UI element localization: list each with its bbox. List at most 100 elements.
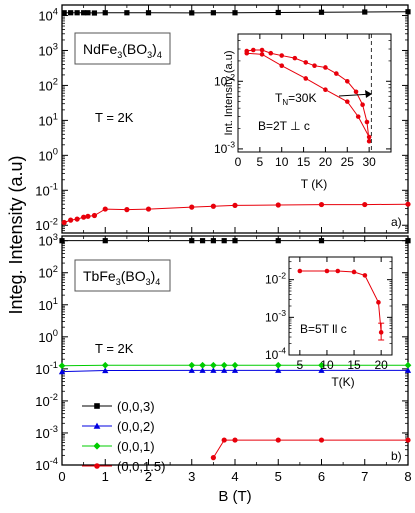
legend-marker: [93, 442, 101, 450]
data-point: [189, 238, 195, 244]
data-point: [199, 238, 206, 244]
x-tick-label: 6: [318, 469, 325, 484]
panel-b-inset: 10-4 10-3 10-2 5 10 15 20 B=5T ll c T(K): [265, 256, 393, 389]
inset-data-point: [251, 47, 256, 53]
data-point: [85, 213, 91, 219]
series-line: [212, 439, 408, 458]
inset-data-point: [323, 65, 328, 70]
data-point: [318, 9, 325, 15]
data-point: [275, 238, 281, 244]
data-point: [405, 201, 411, 207]
panel-b-compound-label: TbFe3(BO3)4: [83, 268, 160, 287]
data-point: [58, 368, 66, 375]
y-tick-label: 103: [38, 232, 58, 249]
panel-b: 10-4 10-3 10-2 10-1 100 101 102 103 0 1 2 3 4 5 6 7 8 b…: [35, 232, 411, 484]
inset-x-tick-label: 15: [347, 358, 361, 372]
inset-a-series: [244, 47, 372, 144]
data-point: [318, 201, 325, 208]
inset-data-point: [268, 50, 274, 56]
inset-a-tn-label: TN=30K: [275, 91, 316, 107]
panel-b-y-ticks: 10-4 10-3 10-2 10-1 100 101 102 103: [35, 232, 408, 473]
y-tick-label: 10-2: [35, 216, 58, 233]
data-point: [275, 437, 281, 443]
data-point: [405, 437, 411, 443]
data-point: [210, 367, 217, 373]
inset-x-tick-label: 10: [320, 358, 334, 372]
data-point: [318, 437, 325, 443]
data-point: [232, 238, 238, 244]
data-point: [232, 10, 238, 16]
inset-data-point: [353, 89, 359, 95]
data-point: [210, 10, 216, 16]
x-tick-label: 1: [102, 469, 109, 484]
inset-b-xlabel: T(K): [331, 375, 354, 389]
data-point: [209, 361, 217, 369]
data-point: [124, 10, 130, 16]
data-point: [124, 207, 130, 213]
panel-a-inset: 10-3 10-2 0 5 10 15 20 25 30 TN=30K B=2T ⊥ c Int…: [214, 33, 392, 191]
inset-data-point: [366, 134, 372, 140]
data-point: [188, 367, 195, 373]
inset-a-ylabel: Int. Intensity (a.u): [223, 51, 235, 136]
panel-a-series: [61, 9, 411, 226]
x-tick-label: 2: [145, 469, 152, 484]
y-tick-label: 101: [38, 112, 58, 129]
legend-entry: (0,0,2): [117, 419, 155, 434]
legend-marker: [94, 403, 100, 409]
inset-data-point: [279, 53, 285, 58]
data-point: [210, 238, 216, 244]
legend-marker: [94, 463, 100, 469]
panel-b-series: [58, 238, 412, 461]
panel-a-temperature: T = 2K: [95, 110, 134, 125]
data-point: [275, 9, 281, 16]
series-line: [64, 11, 409, 14]
x-tick-label: 4: [231, 469, 238, 484]
inset-y-tick-label: 10-3: [265, 308, 286, 324]
data-point: [91, 10, 98, 16]
y-tick-label: 10-2: [35, 392, 58, 409]
data-point: [74, 216, 80, 222]
inset-data-point: [351, 269, 357, 275]
y-tick-label: 101: [38, 296, 58, 313]
inset-x-tick-label: 30: [362, 155, 376, 169]
series-line: [61, 369, 408, 373]
inset-b-field: B=5T ll c: [300, 322, 347, 336]
x-tick-label: 7: [361, 469, 368, 484]
inset-data-point: [297, 268, 303, 274]
inset-y-tick-label: 10-2: [265, 270, 286, 286]
panel-b-temperature: T = 2K: [95, 341, 134, 356]
panel-b-label: b): [391, 449, 402, 463]
inset-x-tick-label: 10: [275, 155, 289, 169]
inset-data-point: [303, 76, 309, 81]
y-tick-label: 100: [38, 328, 58, 345]
inset-a-ticks: 10-3 10-2 0 5 10 15 20 25 30: [214, 33, 391, 169]
inset-series-line: [246, 52, 370, 138]
inset-data-point: [344, 99, 350, 104]
data-point: [189, 204, 195, 210]
data-point: [85, 10, 91, 16]
data-point: [210, 455, 216, 461]
y-tick-label: 102: [38, 77, 58, 94]
panel-a-label: a): [391, 215, 402, 229]
data-point: [221, 367, 228, 373]
inset-y-tick-label: 10-3: [214, 140, 235, 156]
data-point: [81, 214, 87, 220]
inset-b-series: [297, 268, 385, 341]
inset-b-ticks: 10-4 10-3 10-2 5 10 15 20: [265, 256, 392, 372]
inset-data-point: [303, 60, 309, 65]
y-tick-label: 10-3: [35, 424, 58, 441]
legend: (0,0,3) (0,0,2) (0,0,1) (0,0,1.5): [82, 399, 165, 474]
data-point: [318, 361, 325, 369]
data-point: [362, 201, 368, 208]
data-point: [81, 10, 87, 16]
data-point: [231, 361, 239, 369]
y-axis-label: Integ. Intensity (a.u): [6, 155, 26, 314]
y-tick-label: 10-1: [35, 181, 58, 198]
inset-data-point: [362, 273, 368, 278]
y-tick-label: 104: [38, 7, 58, 24]
inset-data-point: [376, 300, 381, 305]
inset-x-tick-label: 20: [319, 155, 333, 169]
data-point: [188, 361, 196, 369]
